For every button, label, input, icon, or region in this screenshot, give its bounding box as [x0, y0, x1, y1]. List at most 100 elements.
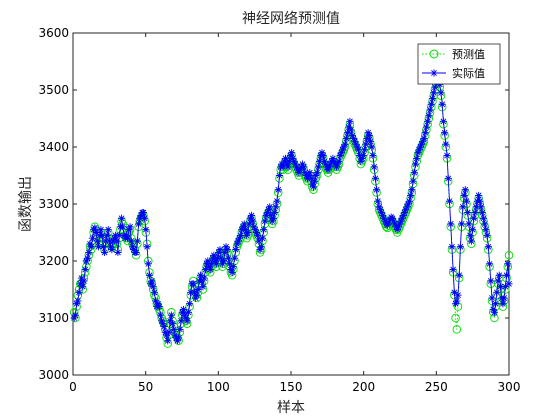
data-point-star	[156, 311, 165, 319]
data-point-star	[398, 214, 406, 222]
data-point-star	[218, 260, 226, 268]
data-point-star	[385, 219, 393, 227]
data-point-star	[181, 311, 189, 319]
data-point-star	[410, 169, 418, 177]
data-point-star	[438, 100, 446, 108]
data-point-star	[177, 317, 185, 325]
data-point-star	[141, 214, 149, 222]
data-point-star	[210, 251, 218, 259]
data-point-star	[103, 231, 111, 239]
data-point-star	[93, 237, 101, 245]
data-point-star	[475, 191, 483, 200]
data-point-star	[308, 180, 316, 188]
data-point-star	[278, 160, 286, 168]
data-point-star	[150, 288, 158, 296]
data-point-star	[193, 291, 201, 299]
data-point-star	[207, 260, 216, 268]
data-point-star	[309, 183, 318, 191]
data-point-star	[144, 260, 152, 268]
data-point-star	[107, 243, 115, 251]
data-point-star	[99, 243, 107, 251]
data-point-star	[205, 263, 213, 271]
data-point-star	[83, 254, 92, 262]
x-tick-label: 200	[352, 380, 375, 394]
data-point-star	[190, 288, 199, 296]
data-point-star	[428, 94, 437, 103]
data-point-star	[468, 226, 477, 234]
axis-ticks: 0 50 100 150 200 250 300 3000 3100 3200 3300 3400 35…	[38, 26, 520, 394]
chart-title: 神经网络预测值	[242, 11, 340, 27]
data-point-star	[490, 308, 499, 316]
data-point-star	[86, 240, 94, 248]
data-point-star	[502, 271, 511, 279]
data-point-star	[504, 260, 512, 268]
data-point-star	[228, 268, 236, 276]
data-point-star	[359, 151, 367, 160]
data-point-star	[397, 217, 405, 225]
data-point-star	[189, 280, 197, 288]
data-point-star	[489, 305, 497, 314]
data-point-star	[443, 151, 451, 160]
data-point-star	[426, 106, 434, 114]
data-point-star	[111, 231, 120, 239]
data-point-star	[408, 186, 416, 194]
data-point-star	[330, 157, 338, 165]
data-point-star	[405, 197, 414, 205]
data-point-star	[250, 223, 258, 231]
data-point-star	[273, 197, 281, 205]
data-point-star	[345, 123, 353, 131]
data-point-star	[343, 129, 352, 137]
data-point-star	[363, 134, 371, 143]
data-point-star	[185, 300, 194, 308]
data-point-star	[149, 283, 157, 291]
data-point-star	[145, 271, 154, 279]
data-point-star	[341, 140, 349, 148]
series-layer	[69, 72, 514, 348]
data-point-star	[477, 203, 485, 211]
data-point-star	[271, 208, 279, 217]
data-point-star	[439, 117, 448, 125]
data-point-star	[143, 243, 151, 251]
data-point-star	[305, 171, 313, 180]
data-point-star	[427, 100, 435, 108]
data-point-star	[471, 208, 479, 217]
data-point-star	[414, 149, 422, 157]
data-point-star	[117, 214, 126, 222]
data-point-star	[239, 223, 247, 231]
data-point-star	[97, 226, 105, 234]
data-point-star	[320, 157, 328, 165]
data-point-star	[416, 143, 424, 151]
data-point-star	[262, 211, 270, 219]
data-point-star	[201, 265, 209, 274]
legend-star-icon	[430, 69, 438, 77]
data-point-star	[487, 277, 495, 285]
data-point-star	[357, 157, 365, 165]
data-point-star	[202, 260, 211, 268]
data-point-star	[369, 151, 377, 160]
data-point-star	[224, 254, 233, 262]
data-point-circle	[451, 313, 460, 323]
data-point-star	[313, 169, 321, 177]
x-tick-label: 150	[280, 380, 303, 394]
data-point-star	[383, 221, 392, 229]
data-point-star	[488, 294, 496, 302]
data-point-star	[366, 137, 375, 145]
data-point-star	[307, 174, 315, 182]
data-point-star	[81, 265, 89, 274]
data-point-star	[413, 154, 421, 162]
data-point-star	[171, 331, 179, 339]
data-point-star	[124, 234, 132, 242]
data-point-star	[444, 174, 452, 182]
data-point-star	[325, 163, 333, 171]
data-point-star	[162, 331, 171, 339]
data-point-star	[462, 197, 471, 205]
data-point-star	[128, 243, 137, 251]
y-axis-label: 函数输出	[18, 176, 34, 232]
data-point-star	[110, 234, 118, 242]
series-actual	[70, 72, 513, 345]
data-point-star	[267, 211, 275, 219]
data-point-star	[360, 146, 369, 154]
data-point-star	[204, 257, 212, 265]
data-point-star	[399, 211, 407, 219]
legend-marker-predicted	[429, 49, 439, 59]
